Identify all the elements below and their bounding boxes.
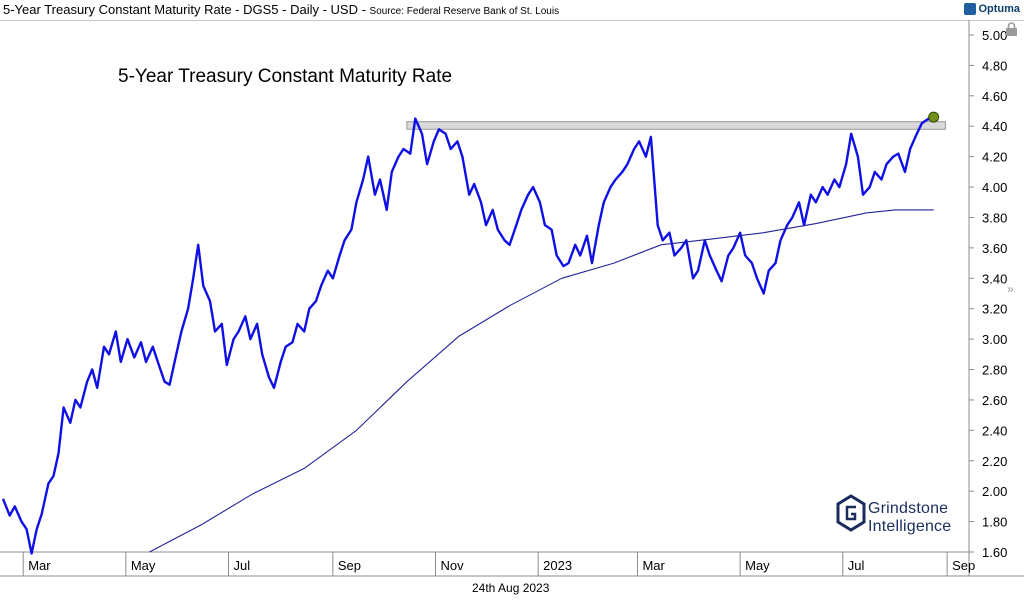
y-tick-label: 4.80 [982, 58, 1007, 73]
y-tick-label: 2.60 [982, 393, 1007, 408]
x-tick-label: Mar [642, 558, 665, 573]
resistance-band [406, 121, 946, 130]
y-tick-label: 3.00 [982, 332, 1007, 347]
y-tick-label: 4.00 [982, 180, 1007, 195]
y-tick-label: 3.60 [982, 241, 1007, 256]
title-bar: 5-Year Treasury Constant Maturity Rate -… [0, 0, 1024, 21]
grindstone-logo: Grindstone Intelligence [836, 494, 976, 538]
header-title: 5-Year Treasury Constant Maturity Rate -… [3, 2, 358, 17]
logo-line-2: Intelligence [868, 518, 952, 535]
y-tick-label: 3.40 [982, 271, 1007, 286]
x-tick-label: Mar [28, 558, 51, 573]
y-tick-label: 4.20 [982, 150, 1007, 165]
y-tick-label: 2.20 [982, 454, 1007, 469]
y-tick-label: 2.40 [982, 423, 1007, 438]
lock-icon[interactable] [1005, 22, 1018, 36]
y-tick-label: 2.80 [982, 363, 1007, 378]
y-tick-label: 2.00 [982, 484, 1007, 499]
optuma-logo-icon [964, 3, 977, 15]
footer-date: 24th Aug 2023 [472, 581, 550, 595]
brand: Optuma [964, 3, 1020, 15]
x-tick-label: Jul [234, 558, 251, 573]
x-tick-label: 2023 [543, 558, 572, 573]
y-tick-label: 1.80 [982, 515, 1007, 530]
y-tick-label: 4.60 [982, 89, 1007, 104]
logo-line-1: Grindstone [868, 500, 949, 517]
y-tick-label: 3.20 [982, 302, 1007, 317]
x-tick-label: Jul [848, 558, 865, 573]
x-tick-label: May [745, 558, 770, 573]
y-tick-label: 1.60 [982, 545, 1007, 560]
x-tick-label: Sep [952, 558, 975, 573]
price-line [1, 117, 935, 555]
expand-icon[interactable]: » [1007, 282, 1014, 296]
x-tick-label: May [131, 558, 156, 573]
header-source: Source: Federal Reserve Bank of St. Loui… [369, 6, 560, 17]
y-tick-label: 5.00 [982, 28, 1007, 43]
x-tick-label: Sep [338, 558, 361, 573]
x-tick-label: Nov [441, 558, 465, 573]
chart-header: 5-Year Treasury Constant Maturity Rate -… [3, 2, 560, 17]
last-value-marker [928, 111, 940, 123]
y-tick-label: 3.80 [982, 210, 1007, 225]
y-tick-label: 4.40 [982, 119, 1007, 134]
brand-name: Optuma [978, 3, 1020, 15]
moving-average-line [149, 209, 934, 553]
chart-title: 5-Year Treasury Constant Maturity Rate [118, 66, 453, 87]
grindstone-hexagon-icon [836, 494, 866, 532]
